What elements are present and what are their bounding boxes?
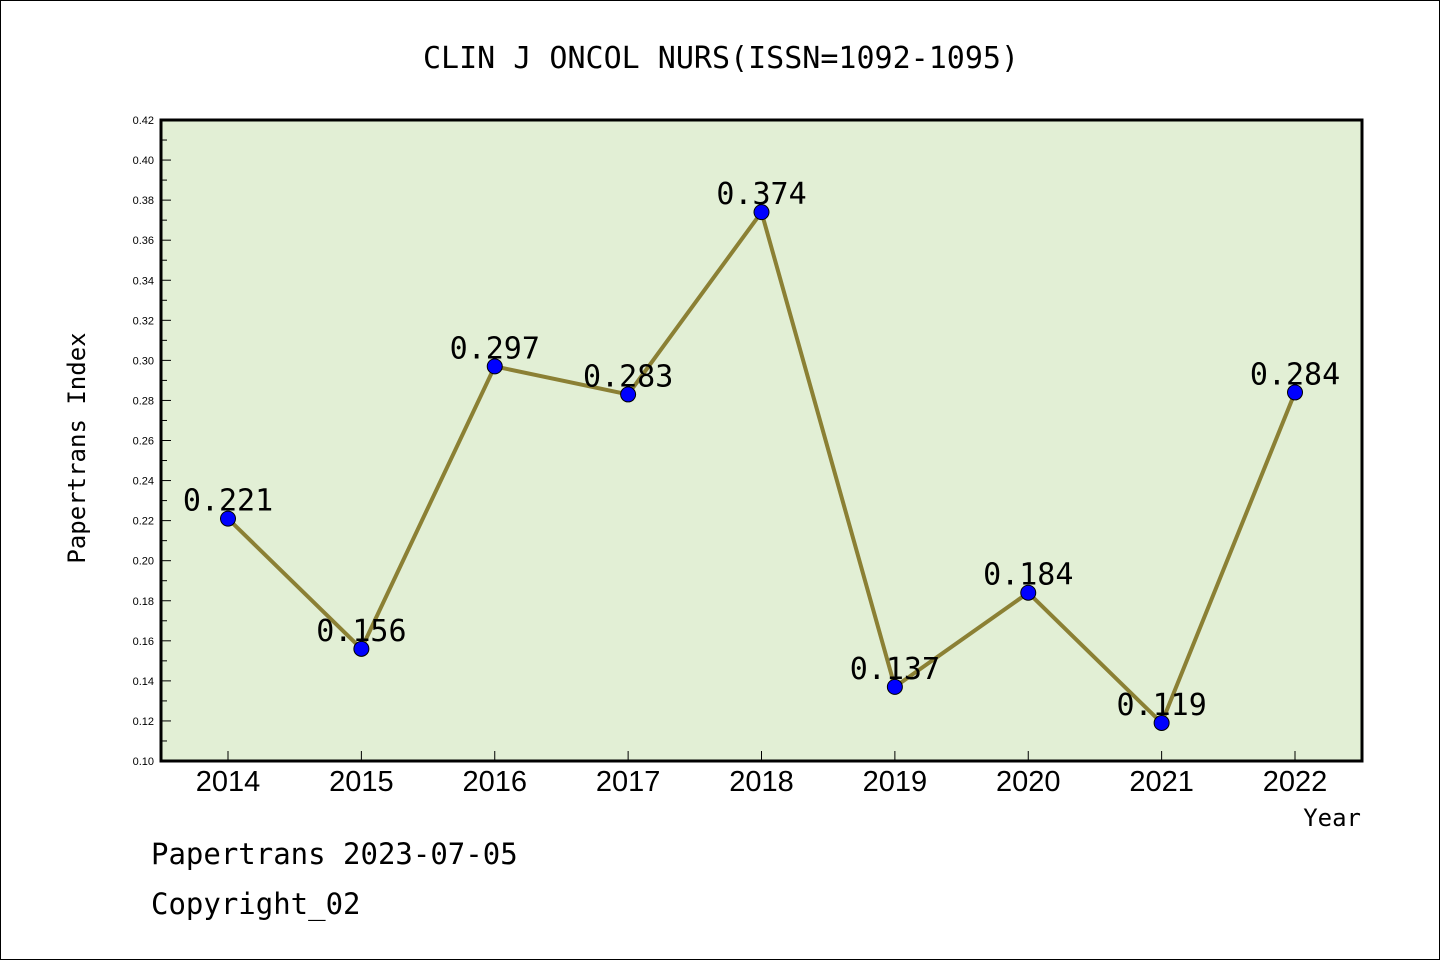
- y-tick-label: 0.38: [133, 195, 154, 207]
- x-tick-label: 2019: [863, 766, 928, 798]
- data-label: 0.374: [716, 177, 806, 212]
- data-point: [220, 510, 236, 527]
- x-tick-label: 2016: [462, 766, 527, 798]
- data-label: 0.137: [850, 652, 940, 687]
- x-tick-label: 2021: [1129, 766, 1194, 798]
- y-axis-title: Papertrans Index: [63, 332, 91, 563]
- y-tick-label: 0.14: [133, 676, 154, 688]
- y-tick-label: 0.10: [133, 756, 154, 768]
- y-tick-label: 0.26: [133, 436, 154, 448]
- data-label: 0.284: [1250, 357, 1340, 392]
- data-label: 0.297: [450, 331, 540, 366]
- data-points: [220, 204, 1303, 731]
- plot-border: [159, 118, 1364, 763]
- y-tick-label: 0.34: [133, 275, 154, 287]
- y-tick-label: 0.40: [133, 155, 154, 167]
- data-point: [486, 358, 503, 375]
- y-tick-label: 0.36: [133, 235, 154, 247]
- data-point: [353, 640, 370, 657]
- x-tick-label: 2017: [596, 766, 661, 798]
- y-tick-label: 0.24: [133, 476, 154, 488]
- footer-date: Papertrans 2023-07-05: [151, 837, 518, 871]
- chart-title: CLIN J ONCOL NURS(ISSN=1092-1095): [423, 41, 1019, 76]
- data-label: 0.119: [1116, 688, 1206, 723]
- y-tick-label: 0.28: [133, 395, 154, 407]
- y-tick-label: 0.18: [133, 596, 154, 608]
- y-tick-label: 0.16: [133, 636, 154, 648]
- data-label: 0.156: [316, 614, 406, 649]
- x-axis: 2014 2015 2016 2017 2018 2019 2020 2021 2022: [196, 751, 1328, 798]
- y-tick-label: 0.22: [133, 516, 154, 528]
- y-tick-label: 0.20: [133, 556, 154, 568]
- y-tick-label: 0.12: [133, 716, 154, 728]
- data-point: [886, 678, 903, 695]
- data-label: 0.283: [583, 359, 673, 394]
- y-tick-label: 0.42: [133, 115, 154, 127]
- data-point: [620, 386, 637, 403]
- x-tick-label: 2018: [729, 766, 794, 798]
- y-tick-label: 0.30: [133, 355, 154, 367]
- data-label: 0.221: [183, 484, 273, 519]
- y-tick-label: 0.32: [133, 315, 154, 327]
- data-point: [1020, 584, 1037, 601]
- data-label: 0.184: [983, 558, 1073, 593]
- y-axis: 0.10 0.12 0.14 0.16 0.18 0.20 0.22 0.24 0.26 0.28…: [133, 115, 171, 768]
- x-tick-label: 2014: [196, 766, 261, 798]
- x-tick-label: 2020: [996, 766, 1061, 798]
- footer-copyright: Copyright_02: [151, 887, 361, 921]
- x-tick-label: 2022: [1263, 766, 1328, 798]
- data-labels: 0.221 0.156 0.297 0.283 0.374 0.137 0.184 0.119…: [183, 177, 1340, 723]
- data-point: [753, 204, 770, 221]
- data-point: [1153, 714, 1170, 731]
- x-tick-label: 2015: [329, 766, 394, 798]
- x-axis-title: Year: [1303, 804, 1361, 832]
- data-point: [1287, 384, 1303, 401]
